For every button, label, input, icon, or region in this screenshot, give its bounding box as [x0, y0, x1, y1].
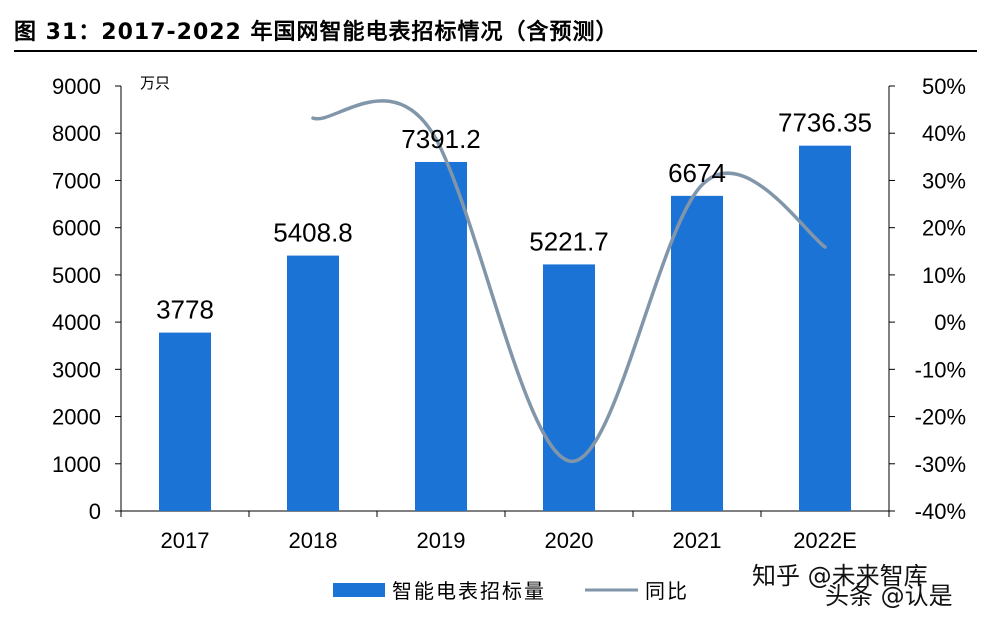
- left-tick-label: 7000: [52, 168, 101, 193]
- bar-value-label: 7391.2: [401, 124, 481, 154]
- right-tick-label: 30%: [922, 168, 966, 193]
- right-tick-label: 10%: [922, 263, 966, 288]
- x-tick-label: 2021: [673, 528, 722, 553]
- right-tick-label: 50%: [922, 74, 966, 99]
- left-tick-label: 4000: [52, 310, 101, 335]
- bar-value-label: 7736.35: [778, 108, 872, 138]
- axes: 0 1000 2000 3000 4000 5000 6000 7000 8000 9000 -40…: [52, 74, 966, 553]
- right-tick-label: 40%: [922, 121, 966, 146]
- left-tick-label: 9000: [52, 74, 101, 99]
- legend-bar-swatch: [333, 583, 385, 597]
- x-tick-label: 2018: [289, 528, 338, 553]
- left-tick-label: 0: [89, 499, 101, 524]
- bar-value-label: 6674: [668, 158, 726, 188]
- left-tick-label: 8000: [52, 121, 101, 146]
- bar-value-label: 3778: [156, 295, 214, 325]
- bar-2019: [415, 161, 467, 511]
- left-tick-label: 6000: [52, 216, 101, 241]
- bar-2020: [543, 264, 595, 511]
- data-labels: 3778 5408.8 7391.2 5221.7 6674 7736.35: [156, 108, 872, 325]
- x-tick-label: 2019: [417, 528, 466, 553]
- bar-2017: [159, 332, 211, 511]
- watermark-zhihu: 知乎 @未来智库: [752, 562, 928, 590]
- x-tick-label: 2017: [161, 528, 210, 553]
- legend-line-label: 同比: [645, 579, 689, 603]
- left-tick-label: 5000: [52, 263, 101, 288]
- chart-title: 图 31：2017-2022 年国网智能电表招标情况（含预测）: [14, 20, 619, 45]
- bar-value-label: 5408.8: [273, 218, 353, 248]
- bar-2018: [287, 255, 339, 511]
- legend-bar-label: 智能电表招标量: [392, 579, 546, 603]
- yoy-line-path: [311, 99, 827, 463]
- right-tick-label: -40%: [915, 499, 966, 524]
- right-tick-label: -10%: [915, 357, 966, 382]
- right-tick-label: 0%: [934, 310, 966, 335]
- x-tick-label: 2022E: [793, 528, 857, 553]
- bars: [159, 145, 851, 512]
- left-tick-label: 1000: [52, 452, 101, 477]
- bar-value-label: 5221.7: [529, 226, 609, 256]
- bar-2022E: [799, 145, 851, 511]
- bar-2021: [671, 195, 723, 512]
- left-tick-label: 2000: [52, 405, 101, 430]
- watermark-toutiao: 头条 @认是: [825, 582, 953, 610]
- yoy-line: [311, 99, 827, 463]
- legend: 智能电表招标量 同比: [333, 579, 689, 603]
- right-tick-label: 20%: [922, 216, 966, 241]
- x-tick-label: 2020: [545, 528, 594, 553]
- left-tick-label: 3000: [52, 357, 101, 382]
- right-tick-label: -30%: [915, 452, 966, 477]
- right-tick-label: -20%: [915, 405, 966, 430]
- left-axis-unit: 万只: [140, 74, 170, 92]
- title-rule: [14, 50, 977, 52]
